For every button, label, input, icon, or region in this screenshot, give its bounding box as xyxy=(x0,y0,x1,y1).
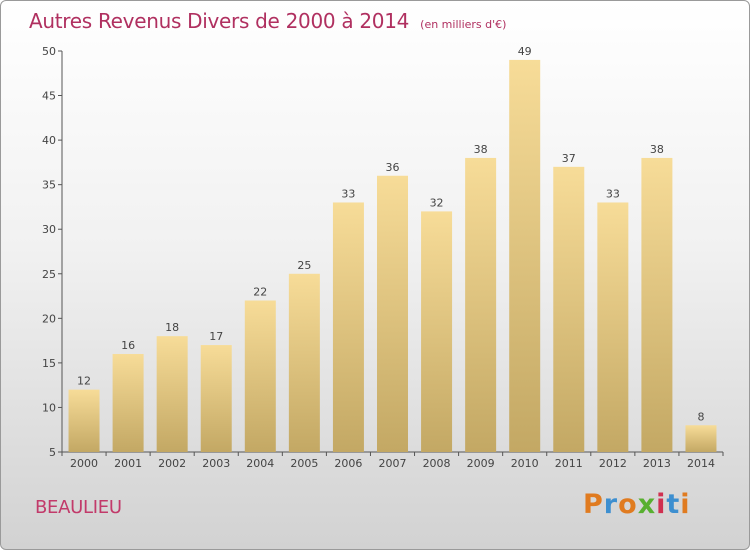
bar-value-label: 49 xyxy=(518,45,532,58)
bar-value-label: 38 xyxy=(650,143,664,156)
bar-value-label: 8 xyxy=(697,410,704,423)
x-tick-label: 2002 xyxy=(158,457,186,470)
bar-value-label: 33 xyxy=(341,187,355,200)
bar xyxy=(377,175,408,452)
x-tick-label: 2010 xyxy=(511,457,539,470)
x-tick-label: 2006 xyxy=(334,457,362,470)
chart-title: Autres Revenus Divers de 2000 à 2014 xyxy=(29,9,410,33)
x-tick-label: 2003 xyxy=(202,457,230,470)
bar-value-label: 38 xyxy=(474,143,488,156)
y-tick-label: 5 xyxy=(49,446,56,459)
bar xyxy=(597,202,629,452)
bar-value-label: 17 xyxy=(209,330,223,343)
x-tick-label: 2013 xyxy=(643,457,671,470)
bar xyxy=(641,157,673,452)
bar xyxy=(509,59,541,453)
bar xyxy=(112,353,144,452)
y-tick-label: 20 xyxy=(42,312,56,325)
x-tick-label: 2008 xyxy=(423,457,451,470)
bar-value-label: 18 xyxy=(165,321,179,334)
brand-letter: i xyxy=(656,489,667,520)
bar-value-label: 16 xyxy=(121,339,135,352)
x-tick-label: 2004 xyxy=(246,457,274,470)
brand-letter: P xyxy=(583,489,604,520)
brand-letter: x xyxy=(637,489,657,520)
y-tick-label: 30 xyxy=(42,223,56,236)
bar-value-label: 25 xyxy=(297,259,311,272)
x-tick-label: 2011 xyxy=(555,457,583,470)
bar-value-label: 12 xyxy=(77,375,91,388)
x-tick-label: 2001 xyxy=(114,457,142,470)
x-tick-label: 2007 xyxy=(379,457,407,470)
bar xyxy=(288,273,320,452)
chart-title-block: Autres Revenus Divers de 2000 à 2014 (en… xyxy=(29,9,506,33)
bar xyxy=(68,389,100,452)
x-tick-label: 2005 xyxy=(290,457,318,470)
bar-value-label: 37 xyxy=(562,152,576,165)
bar-value-label: 32 xyxy=(430,196,444,209)
location-label: BEAULIEU xyxy=(35,497,122,518)
bar-value-label: 22 xyxy=(253,286,267,299)
x-tick-label: 2009 xyxy=(467,457,495,470)
y-tick-label: 25 xyxy=(42,268,56,281)
y-tick-label: 40 xyxy=(42,134,56,147)
bar xyxy=(156,336,188,452)
bar xyxy=(200,345,232,452)
x-tick-label: 2000 xyxy=(70,457,98,470)
y-tick-label: 45 xyxy=(42,90,56,103)
bar xyxy=(465,157,497,452)
y-tick-label: 15 xyxy=(42,357,56,370)
brand-logo: Proxiti xyxy=(583,489,691,520)
brand-letter: i xyxy=(680,489,691,520)
y-tick-label: 35 xyxy=(42,179,56,192)
brand-letter: o xyxy=(618,489,638,520)
brand-letter: t xyxy=(666,489,681,520)
bar xyxy=(332,202,364,452)
bar-value-label: 33 xyxy=(606,187,620,200)
bar xyxy=(685,425,717,452)
x-tick-label: 2012 xyxy=(599,457,627,470)
bar xyxy=(553,166,585,452)
bar xyxy=(421,211,453,452)
bar-value-label: 36 xyxy=(386,161,400,174)
bar xyxy=(244,300,276,452)
brand-letter: r xyxy=(603,489,619,520)
y-tick-label: 10 xyxy=(42,401,56,414)
x-tick-label: 2014 xyxy=(687,457,715,470)
chart-subtitle: (en milliers d'€) xyxy=(420,18,507,31)
y-tick-label: 50 xyxy=(42,45,56,58)
